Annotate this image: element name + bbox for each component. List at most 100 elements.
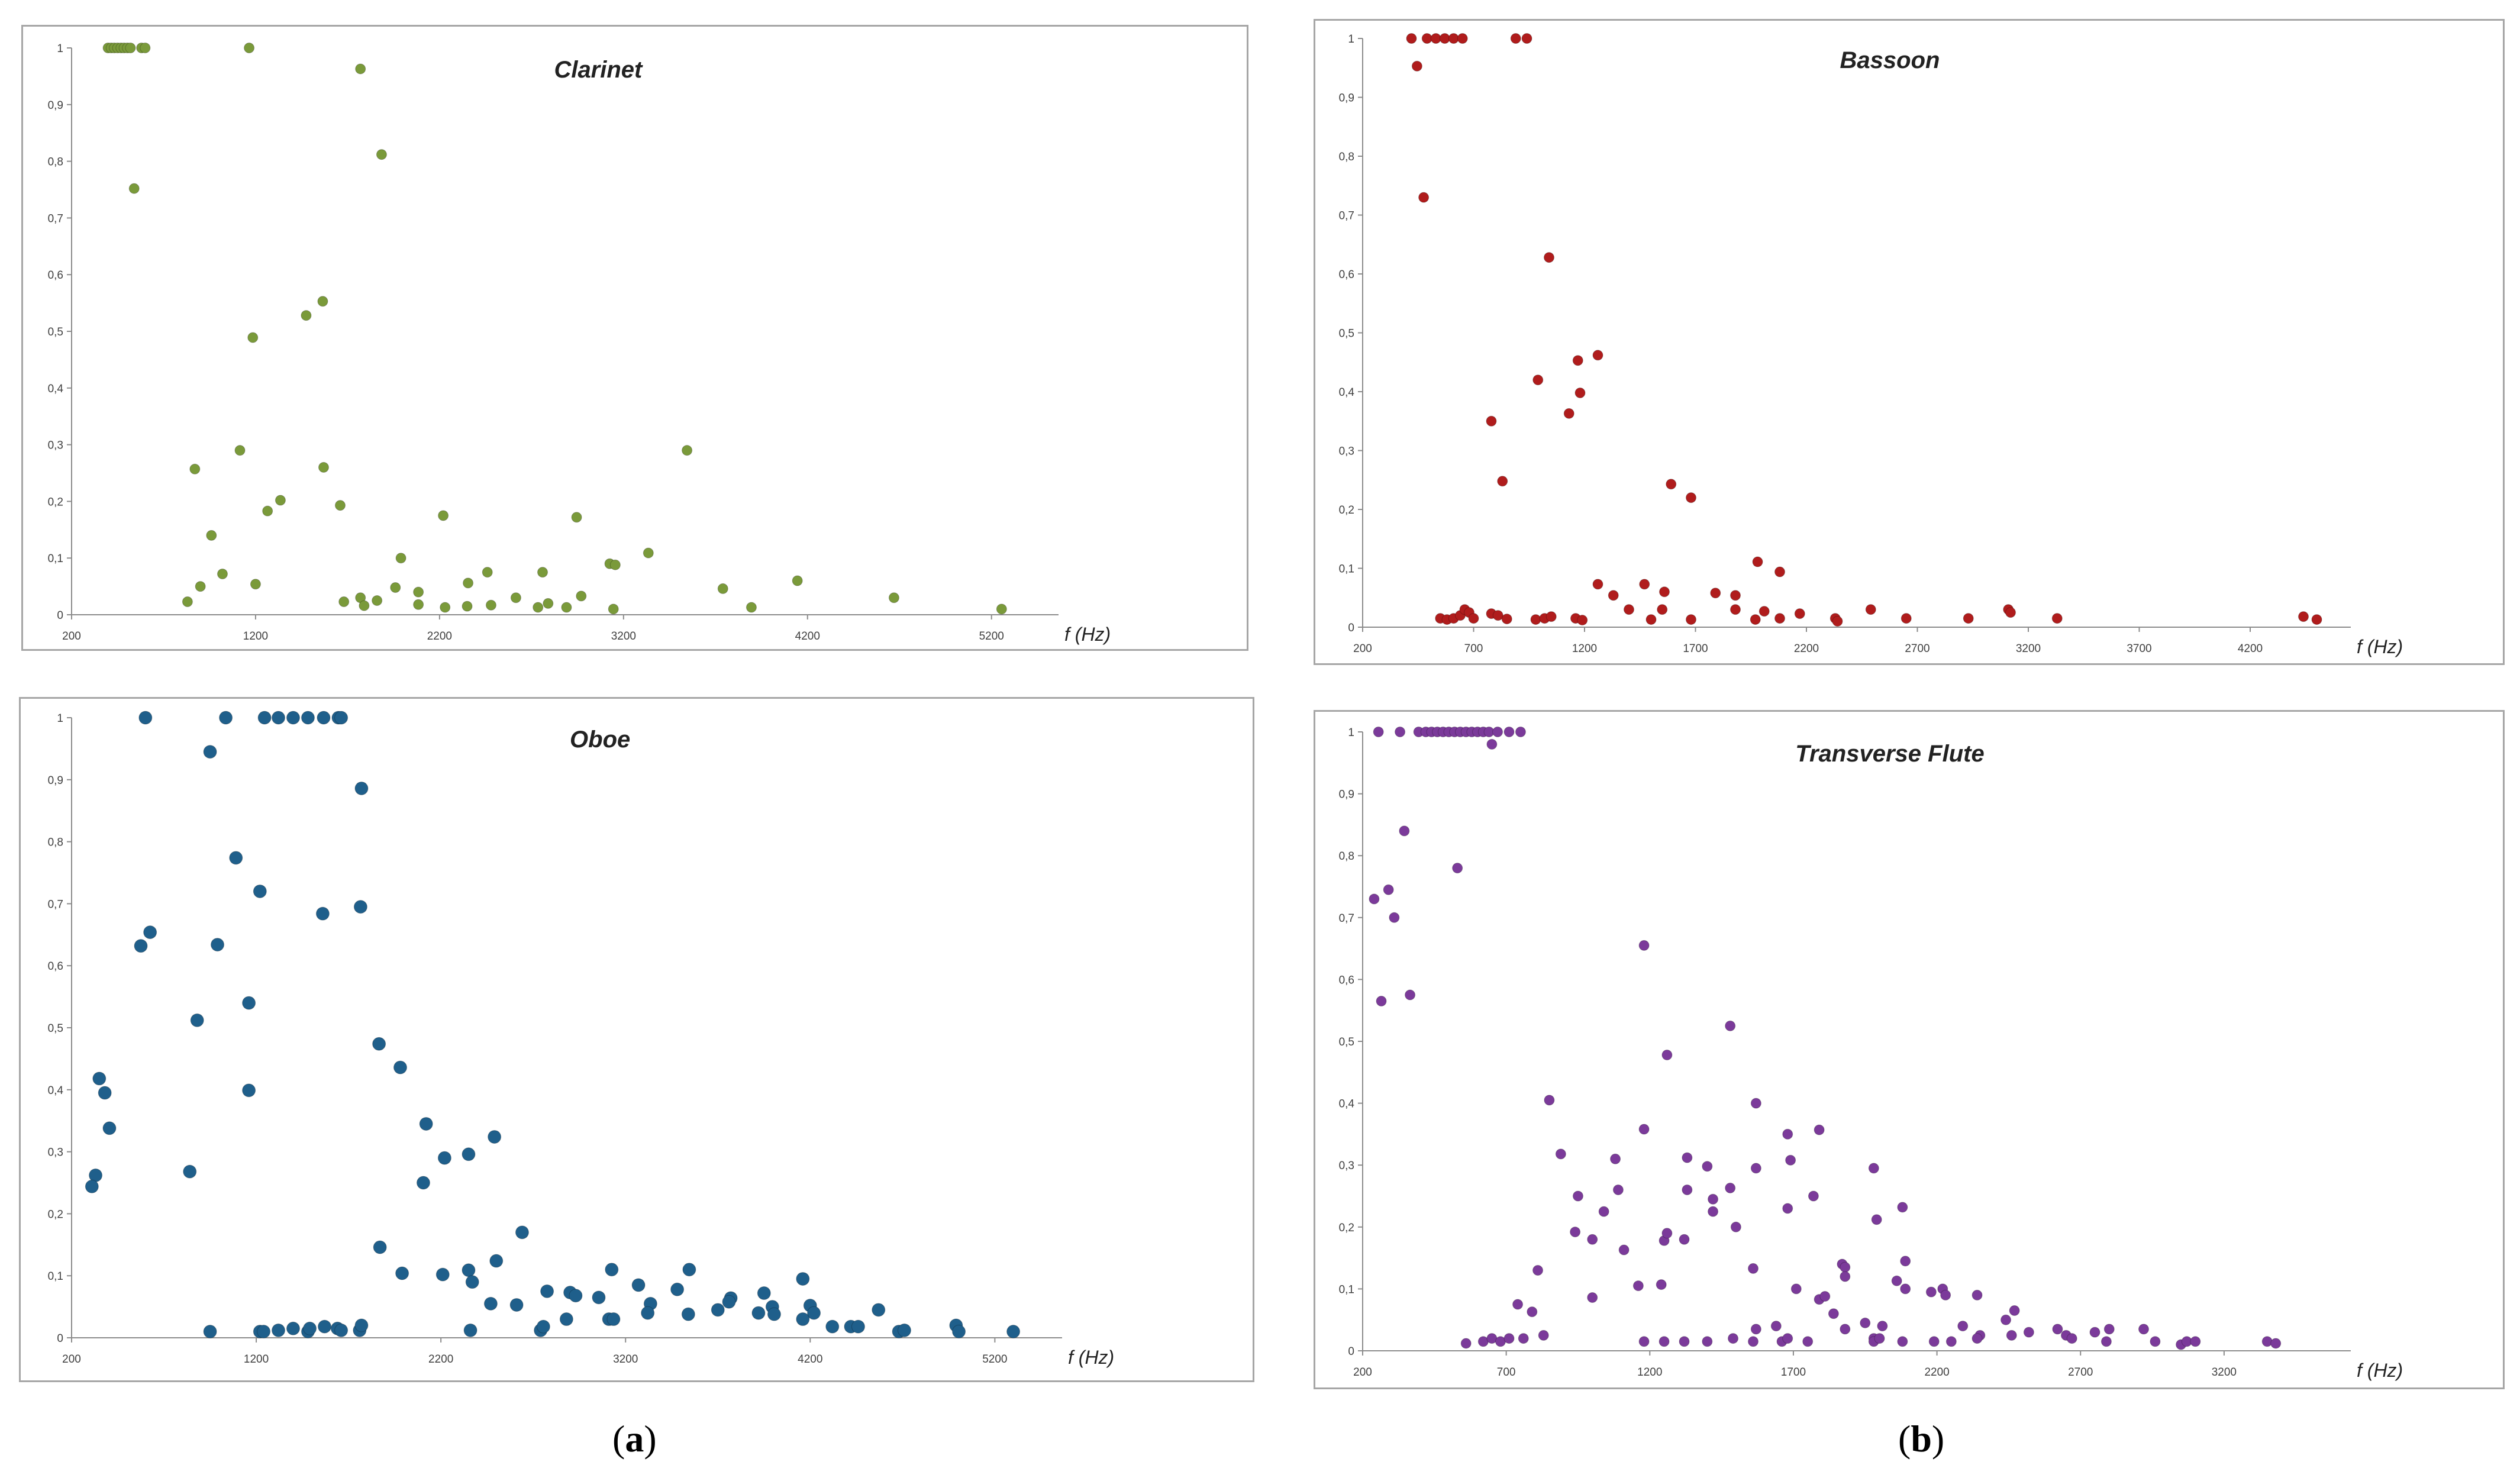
transverse-flute-data-point [2270,1338,2282,1349]
clarinet-x-tick-label: 200 [62,630,81,643]
bassoon-y-tick-label: 1 [1348,33,1354,46]
bassoon-y-tick-label: 0,6 [1339,269,1354,281]
bassoon-data-point [1758,606,1770,617]
caption-b: (b) [1898,1418,1945,1460]
oboe-data-point [272,711,286,725]
transverse-flute-data-point [1538,1329,1549,1341]
oboe-y-tick-label: 0 [57,1332,63,1345]
oboe-data-point [354,1318,369,1332]
oboe-data-point [722,1295,736,1309]
oboe-data-point [203,745,217,759]
oboe-data-point [372,1037,386,1051]
transverse-flute-data-point [1897,1336,1908,1347]
transverse-flute-data-point [1808,1190,1819,1202]
transverse-flute-x-tick-label: 3200 [2212,1366,2237,1379]
oboe-data-point [102,1121,117,1135]
transverse-flute-x-axis-label: f (Hz) [2357,1360,2403,1381]
transverse-flute-data-point [1725,1182,1736,1193]
bassoon-x-tick-label: 4200 [2238,643,2263,655]
bassoon-data-point [1752,556,1763,567]
chart-clarinet-panel: 0 0,1 0,2 0,3 0,4 0,5 0,6 0,7 0,8 0,9 1 200 1200 2200… [21,25,1248,651]
bassoon-data-point [1774,566,1785,577]
caption-a: (a) [612,1418,657,1460]
oboe-data-point [138,711,153,725]
oboe-data-point [767,1307,781,1321]
transverse-flute-data-point [1840,1271,1851,1282]
bassoon-y-tick-label: 0,4 [1339,386,1355,399]
clarinet-data-point [561,602,572,613]
oboe-data-point [515,1225,529,1240]
transverse-flute-data-point [1679,1234,1690,1245]
clarinet-x-tick-label: 3200 [611,630,636,643]
transverse-flute-data-point [1928,1336,1940,1347]
transverse-flute-y-tick-label: 0 [1348,1345,1354,1358]
transverse-flute-data-point [2261,1336,2273,1347]
clarinet-data-point [334,500,346,511]
clarinet-data-point [140,43,151,53]
transverse-flute-data-point [1770,1321,1782,1332]
clarinet-x-tick-label: 2200 [427,630,452,643]
bassoon-y-tick-label: 0,8 [1339,151,1354,163]
oboe-x-tick-label: 3200 [613,1353,638,1366]
oboe-data-point [183,1164,197,1179]
clarinet-data-point [537,567,548,578]
transverse-flute-data-point [2089,1327,2100,1338]
transverse-flute-data-point [2006,1329,2017,1341]
bassoon-x-tick-label: 200 [1353,643,1372,655]
oboe-data-point [318,1319,332,1334]
oboe-data-point [98,1086,112,1100]
caption-b-letter: b [1911,1418,1932,1460]
transverse-flute-data-point [1638,1336,1650,1347]
transverse-flute-data-point [1750,1324,1761,1335]
transverse-flute-data-point [1782,1203,1793,1214]
clarinet-data-point [206,530,217,541]
transverse-flute-x-tick-label: 1700 [1781,1366,1806,1379]
clarinet-x-tick-label: 4200 [795,630,820,643]
oboe-data-point [540,1284,554,1298]
bassoon-data-point [1686,492,1696,504]
transverse-flute-data-point [1369,893,1380,905]
bassoon-data-point [1457,33,1468,44]
transverse-flute-data-point [1515,727,1526,737]
oboe-data-point [483,1296,498,1311]
oboe-x-axis-label: f (Hz) [1068,1347,1114,1368]
transverse-flute-data-point [1661,1228,1673,1239]
bassoon-y-tick-label: 0 [1348,622,1354,634]
transverse-flute-chart-title: Transverse Flute [1795,741,1984,767]
oboe-data-point [395,1266,409,1280]
transverse-flute-data-point [1632,1280,1644,1292]
transverse-flute-data-point [1682,1185,1693,1196]
clarinet-y-tick-label: 0,2 [48,496,63,508]
clarinet-y-tick-label: 0,6 [48,269,63,282]
bassoon-data-point [1645,614,1657,625]
bassoon-data-point [1418,192,1430,203]
bassoon-data-point [1545,611,1557,622]
transverse-flute-data-point [1518,1333,1529,1344]
transverse-flute-data-point [1972,1289,1983,1300]
clarinet-data-point [395,553,406,564]
transverse-flute-y-tick-label: 0,7 [1339,912,1354,925]
oboe-data-point [334,711,349,725]
transverse-flute-y-tick-label: 0,9 [1339,789,1354,801]
transverse-flute-data-point [1891,1275,1902,1286]
transverse-flute-data-point [1405,989,1416,1001]
transverse-flute-data-point [1661,1050,1673,1061]
bassoon-data-point [1563,408,1574,419]
transverse-flute-data-point [1748,1336,1758,1347]
transverse-flute-y-tick-label: 0,4 [1339,1098,1355,1111]
oboe-data-point [606,1312,621,1327]
oboe-y-tick-label: 0,5 [48,1022,63,1035]
bassoon-y-tick-label: 0,9 [1339,92,1354,105]
bassoon-data-point [1686,614,1696,625]
clarinet-data-point [440,602,451,613]
oboe-data-point [952,1325,966,1339]
oboe-y-tick-label: 0,9 [48,775,63,787]
clarinet-data-point [250,579,261,590]
clarinet-data-point [376,149,387,160]
bassoon-data-point [2051,613,2063,624]
oboe-y-tick-label: 0,3 [48,1147,63,1159]
transverse-flute-data-point [1868,1163,1879,1174]
transverse-flute-x-tick-label: 1200 [1637,1366,1662,1379]
bassoon-data-point [1666,479,1677,490]
oboe-chart-title: Oboe [570,727,630,753]
